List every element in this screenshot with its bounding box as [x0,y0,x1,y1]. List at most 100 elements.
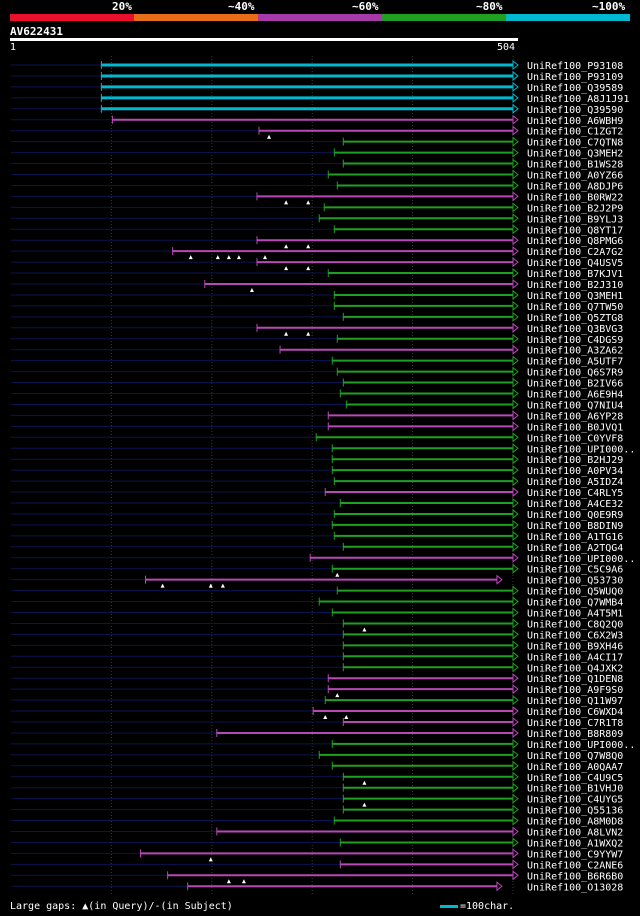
hit-accession-link[interactable]: UniRef100_Q3MEH2 [527,149,623,160]
hit-accession-link[interactable]: UniRef100_UPI000.. [527,740,635,751]
hit-accession-link[interactable]: UniRef100_O13028 [527,882,623,893]
hit-accession-link[interactable]: UniRef100_Q7TW50 [527,302,623,313]
hit-accession-link[interactable]: UniRef100_C8Q2Q0 [527,619,623,630]
hit-accession-link[interactable]: UniRef100_A5UTF7 [527,357,623,368]
alignment-end-arrow [512,497,519,509]
hit-accession-link[interactable]: UniRef100_A8LVN2 [527,828,623,839]
hit-accession-link[interactable]: UniRef100_Q1DEN8 [527,674,623,685]
hit-accession-link[interactable]: UniRef100_C5C9A6 [527,565,623,576]
hit-accession-link[interactable]: UniRef100_B1VHJ0 [527,784,623,795]
alignment-end-arrow [512,662,519,673]
query-gap-marker [284,266,289,271]
gaps-query-text: (in Query)/ [88,901,155,912]
query-gap-marker [284,331,289,336]
alignment-end-arrow [512,815,519,826]
query-gap-marker [306,244,311,249]
hit-accession-link[interactable]: UniRef100_B2J310 [527,280,623,291]
hit-accession-link[interactable]: UniRef100_Q3BVG3 [527,324,623,335]
alignment-end-arrow [512,235,519,246]
hit-accession-link[interactable]: UniRef100_Q5ZTG8 [527,313,623,324]
alignment-end-arrow [512,563,519,574]
query-ruler [10,38,518,41]
alignment-end-arrow [512,596,519,607]
query-gap-marker [335,572,340,577]
query-gap-marker [284,244,289,249]
hit-accession-link[interactable]: UniRef100_Q3MEH1 [527,291,623,302]
alignment-end-arrow [512,366,519,377]
alignment-end-arrow [512,399,519,410]
hit-accession-link[interactable]: UniRef100_B2IV66 [527,379,623,390]
hit-accession-link[interactable]: UniRef100_C2A7G2 [527,247,623,258]
hit-accession-link[interactable]: UniRef100_Q11W97 [527,696,623,707]
hit-accession-link[interactable]: UniRef100_C4RLY5 [527,488,623,499]
hit-accession-link[interactable]: UniRef100_C6WXD4 [527,707,623,718]
hit-accession-link[interactable]: UniRef100_UPI000.. [527,554,635,565]
hit-accession-link[interactable]: UniRef100_A0YZ66 [527,171,623,182]
hit-accession-link[interactable]: UniRef100_A4T5M1 [527,609,623,620]
hit-accession-link[interactable]: UniRef100_Q6S7R9 [527,368,623,379]
hit-accession-link[interactable]: UniRef100_A6E9H4 [527,390,623,401]
hit-accession-link[interactable]: UniRef100_B0JVQ1 [527,422,623,433]
hit-accession-link[interactable]: UniRef100_A0PV34 [527,466,623,477]
hit-accession-link[interactable]: UniRef100_C4UYG5 [527,795,623,806]
scale-seg-80 [382,14,506,21]
hit-accession-link[interactable]: UniRef100_C1ZGT2 [527,127,623,138]
hit-accession-link[interactable]: UniRef100_A4CE32 [527,499,623,510]
hit-accession-link[interactable]: UniRef100_A2TQG4 [527,543,623,554]
hit-accession-link[interactable]: UniRef100_Q4JXK2 [527,663,623,674]
hit-accession-link[interactable]: UniRef100_Q39589 [527,83,623,94]
hit-accession-link[interactable]: UniRef100_B9XH46 [527,641,623,652]
hit-accession-link[interactable]: UniRef100_Q7NIU4 [527,400,623,411]
hit-accession-link[interactable]: UniRef100_Q53730 [527,576,623,587]
hit-accession-link[interactable]: UniRef100_Q4USV5 [527,258,623,269]
alignment-end-arrow [512,530,519,541]
hit-accession-link[interactable]: UniRef100_Q0E9R9 [527,510,623,521]
hit-accession-link[interactable]: UniRef100_A8M0D8 [527,817,623,828]
hit-accession-link[interactable]: UniRef100_A8DJP6 [527,181,623,192]
hit-accession-link[interactable]: UniRef100_C2ANE6 [527,860,623,871]
query-gap-marker [160,583,165,588]
scale-label-60: ~60% [352,0,379,13]
hit-accession-link[interactable]: UniRef100_A5IDZ4 [527,477,623,488]
hit-accession-link[interactable]: UniRef100_B8DIN9 [527,521,623,532]
scale-seg-20 [10,14,134,21]
hit-accession-link[interactable]: UniRef100_Q8PMG6 [527,236,623,247]
hit-accession-link[interactable]: UniRef100_C4U9C5 [527,773,623,784]
hit-accession-link[interactable]: UniRef100_B9YLJ3 [527,214,623,225]
alignment-end-arrow [512,300,519,311]
hit-accession-link[interactable]: UniRef100_B1WS28 [527,160,623,171]
hit-accession-link[interactable]: UniRef100_UPI000.. [527,444,635,455]
hit-accession-link[interactable]: UniRef100_C0YVF8 [527,433,623,444]
hit-accession-link[interactable]: UniRef100_A1TG16 [527,532,623,543]
query-gap-marker [335,693,340,698]
hit-accession-link[interactable]: UniRef100_C7QTN8 [527,138,623,149]
hit-accession-link[interactable]: UniRef100_B7KJV1 [527,269,623,280]
hit-accession-link[interactable]: UniRef100_B6R6B0 [527,871,623,882]
hit-accession-link[interactable]: UniRef100_B8R809 [527,729,623,740]
hit-accession-link[interactable]: UniRef100_Q8YT17 [527,225,623,236]
hit-accession-link[interactable]: UniRef100_A1WXQ2 [527,838,623,849]
hit-accession-link[interactable]: UniRef100_A3ZA62 [527,346,623,357]
hit-accession-link[interactable]: UniRef100_A8J1J91 [527,94,629,105]
hit-accession-link[interactable]: UniRef100_C9YYW7 [527,849,623,860]
hit-accession-link[interactable]: UniRef100_B0RW22 [527,192,623,203]
hit-accession-link[interactable]: UniRef100_Q55136 [527,806,623,817]
hit-accession-link[interactable]: UniRef100_P93108 [527,61,623,72]
hit-accession-link[interactable]: UniRef100_A6YP28 [527,411,623,422]
hit-accession-link[interactable]: UniRef100_A0QAA7 [527,762,623,773]
hit-accession-link[interactable]: UniRef100_A6WBH9 [527,116,623,127]
alignment-end-arrow [512,278,519,290]
hit-accession-link[interactable]: UniRef100_Q5WUQ0 [527,587,623,598]
alignment-end-arrow [512,147,519,158]
hit-accession-link[interactable]: UniRef100_Q39590 [527,105,623,116]
hit-accession-link[interactable]: UniRef100_Q7W8Q0 [527,751,623,762]
hit-accession-link[interactable]: UniRef100_P93109 [527,72,623,83]
hit-accession-link[interactable]: UniRef100_C7R1T8 [527,718,623,729]
hit-accession-link[interactable]: UniRef100_A4CI17 [527,652,623,663]
hit-accession-link[interactable]: UniRef100_B2J2P9 [527,203,623,214]
hit-accession-link[interactable]: UniRef100_Q7WMB4 [527,598,623,609]
hit-accession-link[interactable]: UniRef100_B2HJ29 [527,455,623,466]
hit-accession-link[interactable]: UniRef100_A9F9S0 [527,685,623,696]
hit-accession-link[interactable]: UniRef100_C6X2W3 [527,630,623,641]
hit-accession-link[interactable]: UniRef100_C4DGS9 [527,335,623,346]
